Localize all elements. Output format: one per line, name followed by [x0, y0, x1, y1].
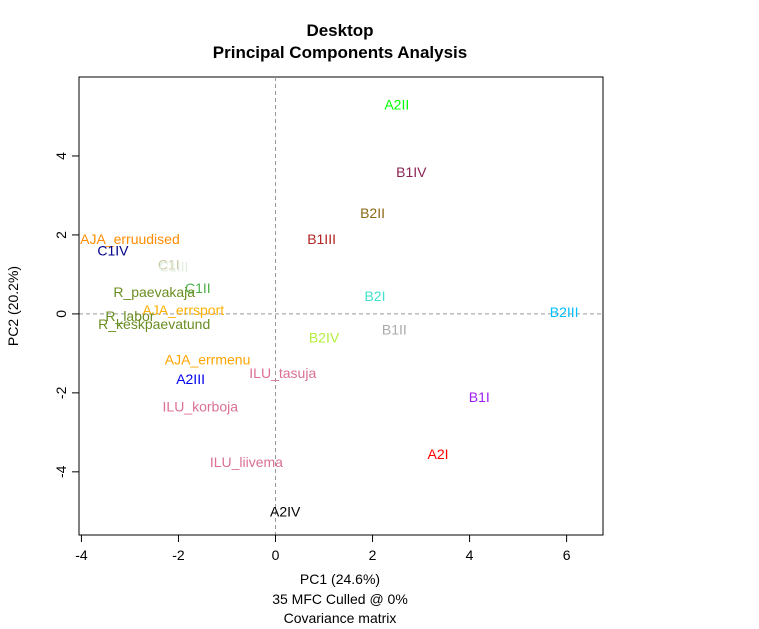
caption-line-1: 35 MFC Culled @ 0%	[272, 591, 408, 607]
point-label: A2I	[428, 446, 449, 462]
point-label: C1I	[158, 257, 180, 273]
point-label: ILU_tasuja	[249, 365, 316, 381]
x-tick-label: 6	[563, 547, 571, 563]
point-label: AJA_erruudised	[80, 231, 180, 247]
point-label: A2II	[384, 97, 409, 113]
x-tick-label: 2	[369, 547, 377, 563]
point-label: C1III	[159, 259, 189, 275]
point-label: C1II	[185, 280, 211, 296]
point-label: AJA_errmenu	[165, 351, 251, 367]
point-label: ILU_korboja	[163, 399, 239, 415]
point-label: R_keskpaevatund	[98, 316, 210, 332]
y-tick-label: 2	[53, 231, 69, 239]
x-tick-label: -4	[75, 547, 88, 563]
point-label: ILU_liivema	[210, 454, 283, 470]
x-axis: -4 -2 0 2 4 6	[75, 534, 571, 563]
x-tick-label: 0	[272, 547, 280, 563]
chart-subtitle: Principal Components Analysis	[213, 43, 467, 62]
y-tick-label: 4	[53, 152, 69, 160]
point-label: B2II	[360, 205, 385, 221]
point-label: A2III	[176, 371, 205, 387]
point-label: B1I	[469, 389, 490, 405]
point-label: B1II	[382, 322, 407, 338]
x-tick-label: -2	[172, 547, 185, 563]
zero-reference-lines	[79, 77, 603, 535]
point-label: C1IV	[97, 243, 129, 259]
point-label: A2IV	[270, 503, 301, 519]
y-axis-label: PC2 (20.2%)	[5, 266, 21, 346]
y-tick-label: -4	[53, 465, 69, 478]
point-label: B2III	[550, 304, 579, 320]
chart-title: Desktop	[306, 21, 373, 40]
point-label: B1IV	[396, 164, 427, 180]
point-label: AJA_errsport	[142, 302, 224, 318]
y-tick-label: -2	[53, 386, 69, 399]
x-axis-label: PC1 (24.6%)	[300, 571, 380, 587]
y-tick-label: 0	[53, 310, 69, 318]
x-tick-label: 4	[466, 547, 474, 563]
caption-line-2: Covariance matrix	[284, 610, 397, 626]
point-label: B2I	[364, 288, 385, 304]
point-label: R_labor	[105, 308, 154, 324]
point-label: R_paevakaja	[113, 284, 195, 300]
y-axis: -4 -2 0 2 4	[53, 152, 80, 478]
point-label: B1III	[307, 231, 336, 247]
point-label: B2IV	[309, 330, 340, 346]
point-labels: A2IIB1IVB2IIB1IIIAJA_erruudisedC1IVC1IC1…	[80, 97, 578, 520]
